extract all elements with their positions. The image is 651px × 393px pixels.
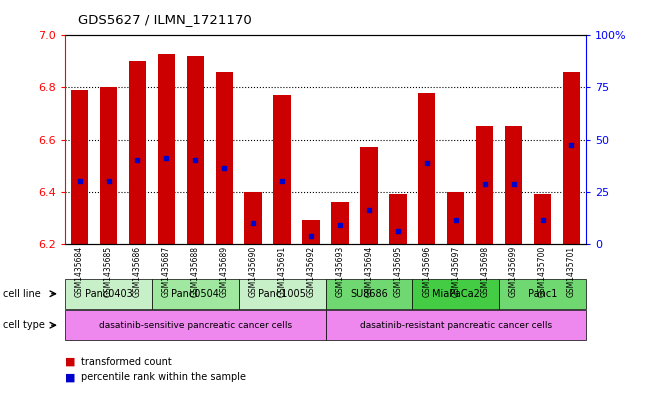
Text: GSM1435696: GSM1435696 [422,246,431,297]
Bar [273,95,291,244]
Bar [71,90,89,244]
Text: GSM1435685: GSM1435685 [104,246,113,297]
Bar [562,72,580,244]
Bar [534,194,551,244]
Bar [215,72,233,244]
Text: cell line: cell line [3,289,41,299]
Text: dasatinib-resistant pancreatic cancer cells: dasatinib-resistant pancreatic cancer ce… [359,321,552,330]
Text: MiaPaCa2: MiaPaCa2 [432,289,480,299]
Text: Panc1: Panc1 [528,289,557,299]
Text: Panc0504: Panc0504 [171,289,219,299]
Bar [158,53,175,244]
Text: cell type: cell type [3,320,45,330]
Bar [187,56,204,244]
Text: GSM1435700: GSM1435700 [538,246,547,297]
Text: SU8686: SU8686 [350,289,388,299]
Bar [476,127,493,244]
Text: GSM1435688: GSM1435688 [191,246,200,297]
Bar [302,220,320,244]
Text: GSM1435697: GSM1435697 [451,246,460,297]
Bar [129,61,146,244]
Text: GSM1435690: GSM1435690 [249,246,258,297]
Text: Panc1005: Panc1005 [258,289,306,299]
Text: Panc0403: Panc0403 [85,289,132,299]
Bar [100,88,117,244]
Bar [331,202,349,244]
Text: GSM1435694: GSM1435694 [365,246,374,297]
Bar [505,127,522,244]
Text: GSM1435699: GSM1435699 [509,246,518,297]
Text: GSM1435693: GSM1435693 [335,246,344,297]
Text: GSM1435689: GSM1435689 [220,246,229,297]
Bar [447,192,464,244]
Text: ■: ■ [65,372,76,382]
Text: GSM1435695: GSM1435695 [393,246,402,297]
Text: dasatinib-sensitive pancreatic cancer cells: dasatinib-sensitive pancreatic cancer ce… [99,321,292,330]
Bar [245,192,262,244]
Text: percentile rank within the sample: percentile rank within the sample [81,372,246,382]
Text: transformed count: transformed count [81,356,172,367]
Text: GSM1435692: GSM1435692 [307,246,316,297]
Bar [389,194,406,244]
Text: GSM1435687: GSM1435687 [162,246,171,297]
Text: GSM1435698: GSM1435698 [480,246,489,297]
Text: GSM1435701: GSM1435701 [567,246,576,297]
Bar [360,147,378,244]
Text: GSM1435691: GSM1435691 [277,246,286,297]
Text: GSM1435684: GSM1435684 [75,246,84,297]
Text: GSM1435686: GSM1435686 [133,246,142,297]
Text: ■: ■ [65,356,76,367]
Bar [418,93,436,244]
Text: GDS5627 / ILMN_1721170: GDS5627 / ILMN_1721170 [78,13,252,26]
